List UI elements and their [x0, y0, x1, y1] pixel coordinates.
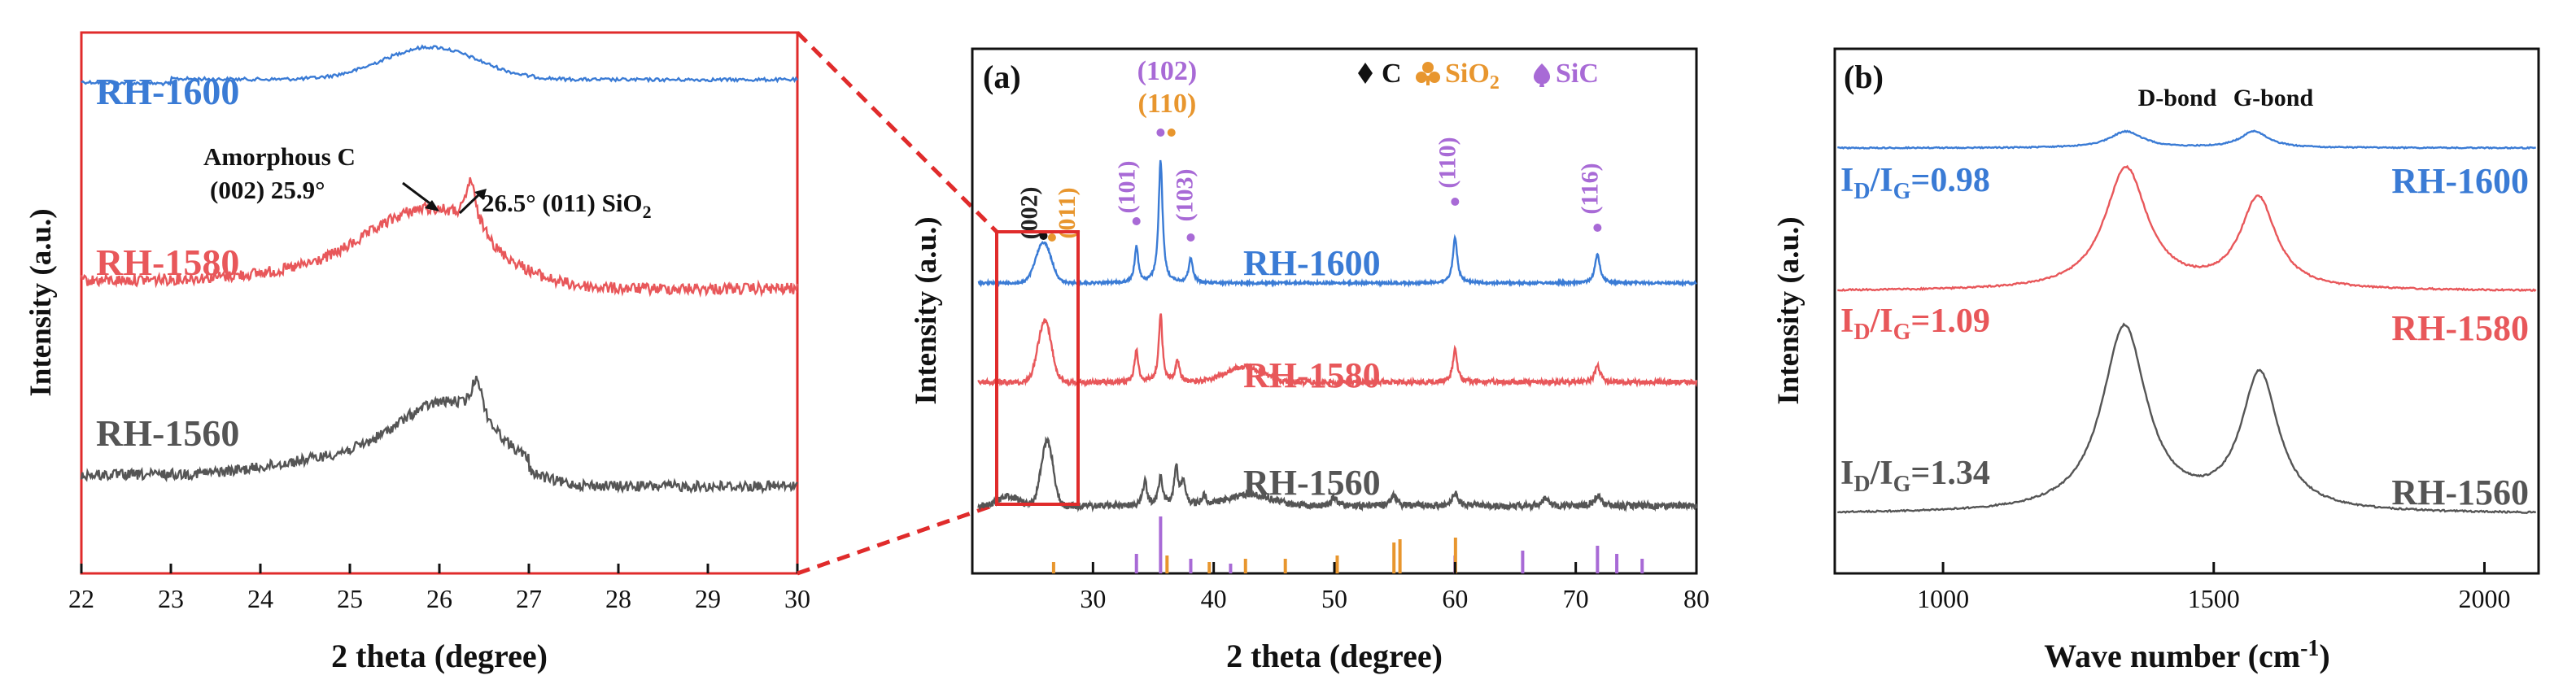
- zoom-tick-label-22: 22: [68, 584, 94, 613]
- peak-label-sic-116: (116): [1576, 163, 1603, 214]
- peak-label-sio2-110: (110): [1138, 89, 1197, 119]
- peak-label-sic-102: (102): [1137, 56, 1198, 86]
- band-label-g: G-bond: [2233, 85, 2314, 111]
- peak-marker-0: [1039, 232, 1048, 240]
- zoom-curve-rh1600: [81, 44, 798, 87]
- zoom-tick-label-28: 28: [605, 584, 631, 613]
- panel-a-xlabel: 2 theta (degree): [1226, 638, 1443, 674]
- zoom-label-rh1580: RH-1580: [96, 242, 239, 283]
- zoom-curve-rh1560: [80, 375, 798, 495]
- b-curve-rh1560: [1837, 322, 2537, 515]
- b-ratio-rh1600: ID/IG=0.98: [1840, 162, 1990, 204]
- b-label-rh1600: RH-1600: [2391, 161, 2529, 201]
- peak-marker-2: [1132, 217, 1141, 225]
- zoom-connector-top: [796, 31, 998, 233]
- zoom-tick-label-24: 24: [247, 584, 273, 613]
- b-ratio-rh1560: ID/IG=1.34: [1840, 455, 1990, 497]
- legend-sio2-icon: [1416, 62, 1440, 85]
- legend-c-icon: [1358, 63, 1373, 84]
- arrow-sio2: [458, 192, 482, 215]
- a-tick-label-60: 60: [1442, 584, 1468, 613]
- zoom-tick-label-26: 26: [426, 584, 452, 613]
- peak-marker-6: [1451, 198, 1460, 206]
- zoom-label-rh1560: RH-1560: [96, 412, 239, 454]
- zoom-connector-bottom: [797, 502, 998, 576]
- a-curve-rh1600: [977, 159, 1697, 288]
- b-curve-rh1600: [1837, 129, 2536, 150]
- legend-sic: SiC: [1556, 59, 1599, 89]
- panel-a-label: (a): [983, 59, 1021, 95]
- peak-label-sic-110: (110): [1434, 137, 1460, 188]
- panel-b-xlabel: Wave number (cm-1): [2044, 636, 2329, 674]
- panel-b: 1000 1500 2000 (b) D-bond G-bond ID/IG=0.9…: [1772, 47, 2540, 674]
- b-curve-rh1580: [1837, 164, 2537, 293]
- annotation-amorphous-c: Amorphous C: [203, 142, 356, 171]
- peak-marker-5: [1186, 233, 1195, 242]
- panel-a-ylabel: Intensity (a.u.): [910, 216, 943, 404]
- zoom-ylabel: Intensity (a.u.): [24, 208, 58, 396]
- b-ratio-rh1580: ID/IG=1.09: [1840, 303, 1990, 345]
- b-tick-label-1000: 1000: [1917, 584, 1969, 613]
- legend-sio2: SiO2: [1445, 59, 1500, 94]
- peak-marker-3: [1156, 129, 1165, 137]
- annotation-002: (002) 25.9°: [210, 176, 325, 204]
- b-tick-label-1500: 1500: [2188, 584, 2240, 613]
- b-tick-label-2000: 2000: [2458, 584, 2510, 613]
- a-tick-label-70: 70: [1563, 584, 1589, 613]
- zoom-tick-label-23: 23: [158, 584, 184, 613]
- peak-label-sic-101: (101): [1114, 161, 1141, 214]
- peak-marker-4: [1167, 129, 1176, 137]
- peak-marker-7: [1593, 224, 1602, 232]
- a-curve-rh1560: [977, 436, 1698, 513]
- zoom-xlabel: 2 theta (degree): [331, 638, 548, 674]
- b-label-rh1580: RH-1580: [2391, 308, 2529, 348]
- a-curve-rh1580: [977, 313, 1698, 389]
- zoom-tick-label-25: 25: [337, 584, 363, 613]
- a-label-rh1600: RH-1600: [1243, 243, 1381, 283]
- arrowhead-amorphous: [425, 200, 439, 211]
- a-label-rh1560: RH-1560: [1243, 463, 1381, 503]
- peak-marker-1: [1047, 233, 1056, 242]
- annotation-sio2: 26.5° (011) SiO2: [482, 189, 652, 222]
- b-label-rh1560: RH-1560: [2391, 473, 2529, 512]
- legend-c: C: [1382, 59, 1402, 89]
- panel-a: 30 40 50 60 70 80 (002) (011) (101) (103)(110)(1…: [910, 47, 1709, 674]
- legend-sic-icon: [1533, 63, 1551, 87]
- zoom-tick-label-27: 27: [516, 584, 542, 613]
- panel-b-ylabel: Intensity (a.u.): [1772, 216, 1805, 404]
- a-tick-label-80: 80: [1683, 584, 1709, 613]
- zoom-curve-rh1580: [80, 176, 799, 298]
- zoom-label-rh1600: RH-1600: [96, 71, 239, 112]
- arrowhead-sio2: [474, 189, 487, 200]
- zoom-tick-label-29: 29: [695, 584, 721, 613]
- zoom-panel: 22 23 24 25 26 27 28 29 30 RH-1600 RH-1580 RH-15…: [24, 31, 810, 674]
- zoom-tick-label-30: 30: [784, 584, 810, 613]
- zoom-region-box: [995, 230, 1080, 506]
- panel-b-label: (b): [1844, 59, 1884, 95]
- a-tick-label-50: 50: [1321, 584, 1347, 613]
- a-tick-label-30: 30: [1080, 584, 1106, 613]
- band-label-d: D-bond: [2138, 85, 2217, 111]
- a-label-rh1580: RH-1580: [1243, 355, 1381, 395]
- panel-b-frame: [1833, 47, 2540, 575]
- peak-label-sic-103: (103): [1171, 169, 1198, 222]
- zoom-frame: [80, 31, 799, 575]
- a-tick-label-40: 40: [1201, 584, 1227, 613]
